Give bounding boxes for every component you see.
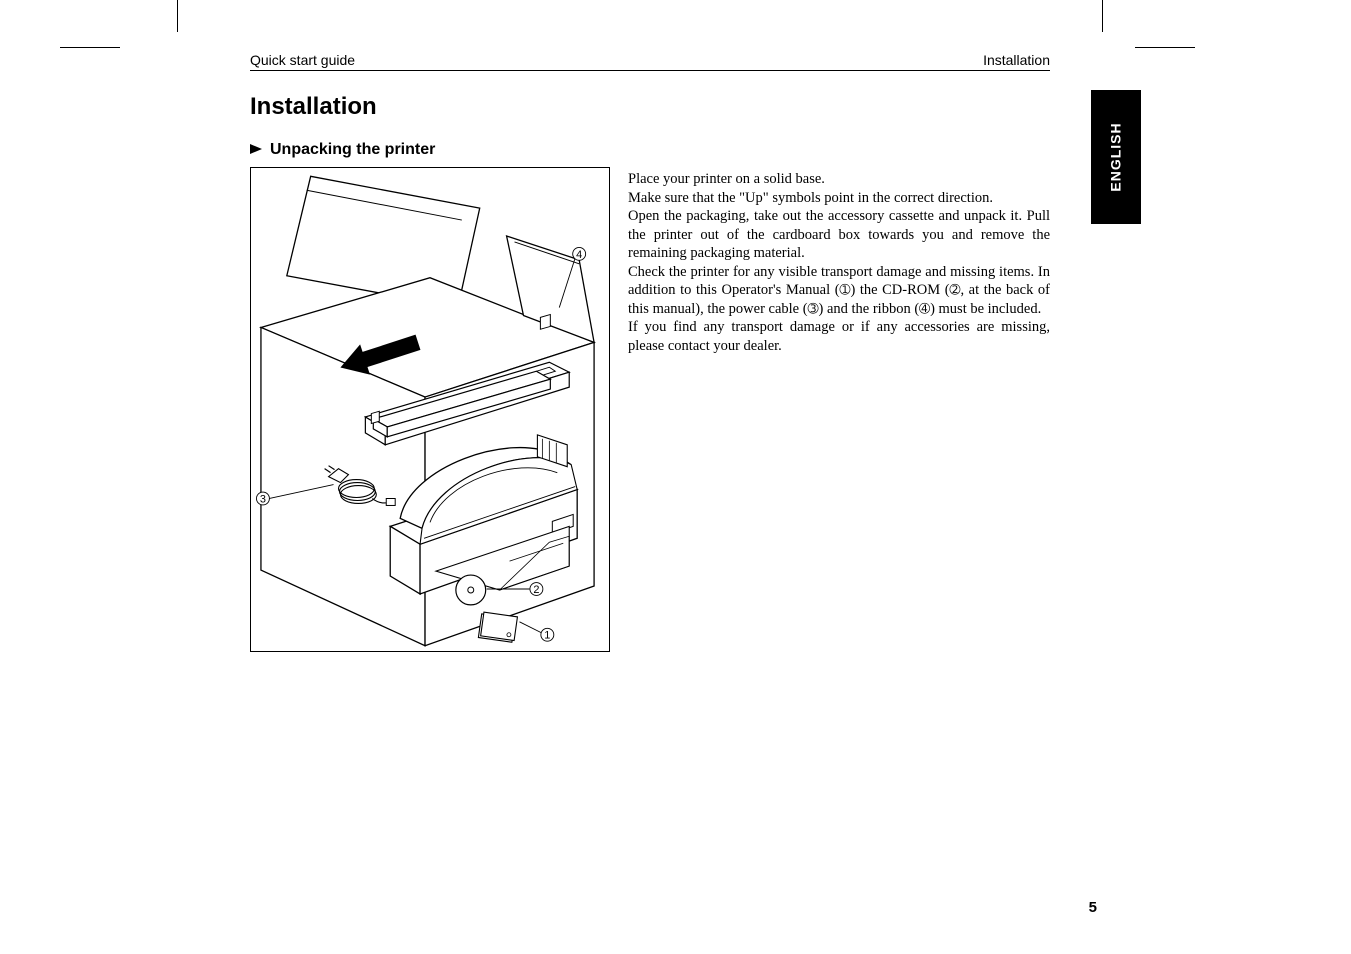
language-tab-label: ENGLISH [1108,122,1124,191]
diagram-svg: 1 2 3 4 [251,168,609,651]
para-3: Open the packaging, take out the accesso… [628,207,1050,263]
section-arrow-icon [250,144,264,154]
para-1: Place your printer on a solid base. [628,170,1050,189]
page-title: Installation [250,93,1050,121]
ref-icon-1: ➀ [840,282,851,297]
ref-icon-2: ➁ [950,282,961,297]
crop-mark [1102,0,1103,32]
unpacking-diagram: 1 2 3 4 [250,167,610,652]
svg-text:1: 1 [544,630,550,642]
header-right: Installation [983,52,1050,68]
section-heading-text: Unpacking the printer [270,141,435,158]
svg-text:2: 2 [533,584,539,596]
body-text: Place your printer on a solid base. Make… [628,167,1050,355]
section-heading: Unpacking the printer [250,141,1050,159]
crop-mark [177,0,178,32]
running-header: Quick start guide Installation [250,52,1050,71]
content-row: 1 2 3 4 Place your printer on a solid ba… [250,167,1050,652]
page-number: 5 [1089,899,1097,916]
ref-icon-4: ➃ [919,301,930,316]
language-tab: ENGLISH [1091,90,1141,224]
header-left: Quick start guide [250,52,355,68]
svg-text:3: 3 [260,493,266,505]
crop-mark [1135,47,1195,48]
ref-icon-3: ➂ [808,301,819,316]
para-2: Make sure that the "Up" symbols point in… [628,189,1050,208]
para-5: If you find any transport damage or if a… [628,318,1050,355]
para-4: Check the printer for any visible transp… [628,263,1050,319]
page-content: Quick start guide Installation Installat… [250,52,1050,652]
crop-mark [60,47,120,48]
svg-text:4: 4 [576,249,582,261]
